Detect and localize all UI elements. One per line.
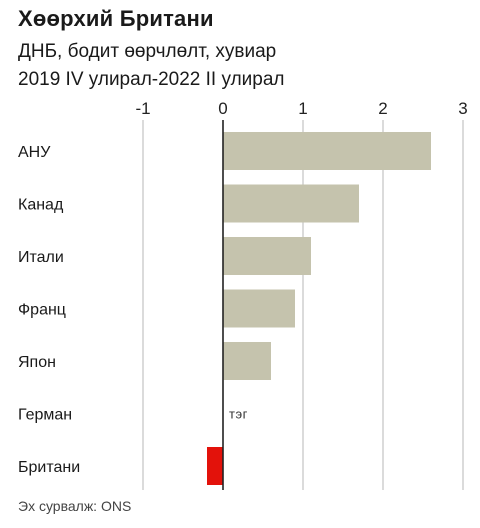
- bar: [223, 342, 271, 380]
- x-tick-label: 0: [218, 99, 227, 118]
- chart-subtitle-line1: ДНБ, бодит өөрчлөлт, хувиар: [18, 41, 277, 62]
- chart-title: Хөөрхий Британи: [18, 6, 214, 31]
- category-label: Британи: [18, 459, 80, 476]
- x-tick-label: 2: [378, 99, 387, 118]
- category-label: Франц: [18, 302, 66, 319]
- bar: [223, 184, 359, 223]
- category-label: Канад: [18, 197, 64, 214]
- chart-subtitle-line2: 2019 IV улирал-2022 II улирал: [18, 69, 285, 90]
- source-note: Эх сурвалж: ONS: [18, 498, 132, 514]
- bar: [223, 289, 295, 328]
- bar-chart: -1 0 1 2 3 АНУ Канад Итали Франц Япон Герман Британ…: [18, 99, 468, 490]
- category-label: Герман: [18, 407, 72, 424]
- x-tick-label: -1: [135, 99, 150, 118]
- bar: [223, 132, 431, 170]
- bar-annotation: тэг: [229, 407, 248, 422]
- x-tick-label: 3: [458, 99, 467, 118]
- x-tick-label: 1: [298, 99, 307, 118]
- category-label: АНУ: [18, 144, 51, 161]
- bar: [223, 237, 311, 275]
- bar: [207, 447, 223, 485]
- category-label: Итали: [18, 249, 64, 266]
- category-label: Япон: [18, 354, 56, 371]
